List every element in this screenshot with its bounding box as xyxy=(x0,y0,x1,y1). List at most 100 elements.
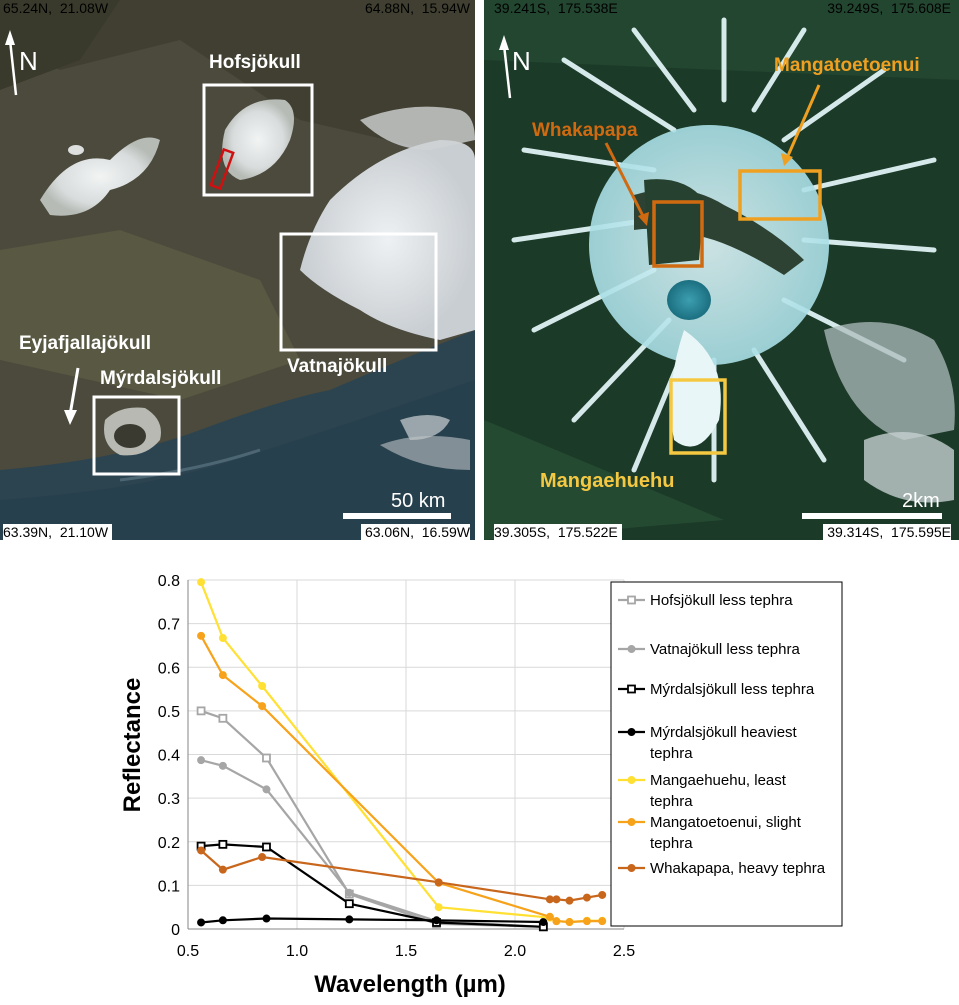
legend-label: Mangatoetoenui, slight tephra xyxy=(650,814,802,852)
legend-label-line: Mangatoetoenui, slight xyxy=(650,814,802,831)
data-point xyxy=(218,865,227,874)
mangaehuehu-box xyxy=(669,378,727,455)
data-point xyxy=(218,916,227,925)
data-point xyxy=(539,918,548,927)
x-tick-label: 1.0 xyxy=(286,943,308,960)
mangatoetoenui-arrow xyxy=(785,84,821,159)
data-point xyxy=(218,761,227,770)
series-line xyxy=(200,709,544,928)
data-point xyxy=(345,888,354,897)
series-line xyxy=(200,917,544,924)
eyjafjallajokull-label: Eyjafjallajökull xyxy=(19,333,151,354)
data-point xyxy=(258,853,267,862)
legend-label-line: tephra xyxy=(650,835,693,852)
chart-series xyxy=(196,578,607,932)
data-point xyxy=(552,917,561,926)
legend-swatch-marker xyxy=(627,776,636,784)
iceland-map-image xyxy=(0,0,475,540)
legend-swatch-marker xyxy=(627,595,636,605)
iceland-satellite-map: 65.24N, 21.08W 64.88N, 15.94W 63.39N, 21… xyxy=(0,0,475,540)
scale-bar-right xyxy=(802,513,942,519)
data-point xyxy=(344,899,354,909)
data-point xyxy=(552,895,561,904)
series-0 xyxy=(196,706,548,932)
legend-swatch-marker xyxy=(627,728,636,736)
eyjafjallajokull-arrow xyxy=(68,367,80,416)
series-line xyxy=(200,635,603,924)
north-label-left: N xyxy=(19,46,38,76)
ruapehu-map-image xyxy=(484,0,959,540)
data-point xyxy=(598,890,607,899)
vatnajokull-box xyxy=(279,232,438,352)
x-tick-label: 0.5 xyxy=(177,943,199,960)
data-point xyxy=(262,753,271,763)
legend-label-line: tephra xyxy=(650,793,693,810)
y-tick-label: 0.1 xyxy=(158,878,180,895)
x-tick-label: 1.5 xyxy=(395,943,417,960)
whakapapa-label: Whakapapa xyxy=(532,120,638,141)
legend-label-line: Vatnajökull less tephra xyxy=(650,641,800,658)
scale-bar-left xyxy=(343,513,451,519)
data-point xyxy=(345,915,354,924)
hofsjokull-box xyxy=(202,83,314,197)
y-tick-label: 0.5 xyxy=(158,704,180,721)
data-point xyxy=(262,914,271,923)
legend-label-line: Mangaehuehu, least xyxy=(650,772,787,789)
data-point xyxy=(262,842,271,852)
north-arrow-left xyxy=(8,39,18,96)
legend-label-line: Whakapapa, heavy tephra xyxy=(650,860,826,877)
data-point xyxy=(434,878,443,887)
legend-label: Whakapapa, heavy tephra xyxy=(650,860,826,877)
mangaehuehu-label: Mangaehuehu xyxy=(540,470,675,492)
legend-swatch-marker xyxy=(627,818,636,826)
y-tick-label: 0.2 xyxy=(158,835,180,852)
corner-bottom-left: 39.305S, 175.522E xyxy=(494,524,622,540)
data-point xyxy=(218,634,227,643)
corner-top-right: 64.88N, 15.94W xyxy=(364,0,470,16)
series-5 xyxy=(197,631,607,927)
scale-label-right: 2km xyxy=(902,490,940,512)
y-axis-title: Reflectance xyxy=(119,678,146,813)
data-point xyxy=(545,895,554,904)
legend-label: Mýrdalsjökull less tephra xyxy=(650,681,815,698)
vatnajokull-label: Vatnajökull xyxy=(287,356,388,377)
corner-bottom-right: 63.06N, 16.59W xyxy=(360,524,470,540)
reflectance-chart-svg: 0 0.1 0.2 0.3 0.4 0.5 0.6 0.7 0.8 0.5 1.0 1.5 2.0 2.5… xyxy=(119,573,843,998)
data-point xyxy=(218,671,227,680)
legend-swatch-marker xyxy=(627,684,636,694)
legend-label: Mangaehuehu, least tephra xyxy=(650,772,787,810)
data-point xyxy=(582,917,591,926)
data-point xyxy=(258,682,267,691)
data-point xyxy=(434,903,443,912)
mangatoetoenui-label: Mangatoetoenui xyxy=(774,55,920,76)
y-tick-label: 0.3 xyxy=(158,791,180,808)
y-tick-label: 0.8 xyxy=(158,573,180,590)
x-axis-title: Wavelength (µm) xyxy=(314,971,506,998)
x-tick-label: 2.0 xyxy=(504,943,526,960)
hofsjokull-label: Hofsjökull xyxy=(209,52,301,73)
legend-swatch-marker xyxy=(627,645,636,653)
data-point xyxy=(598,917,607,926)
legend-label-line: Mýrdalsjökull heaviest xyxy=(650,724,798,741)
y-tick-label: 0.7 xyxy=(158,617,180,634)
data-point xyxy=(218,713,228,723)
corner-bottom-left: 63.39N, 21.10W xyxy=(3,524,113,540)
y-tick-label: 0.6 xyxy=(158,660,180,677)
data-point xyxy=(258,702,267,711)
corner-top-right: 39.249S, 175.608E xyxy=(827,0,951,16)
data-point xyxy=(218,839,228,849)
corner-top-left: 65.24N, 21.08W xyxy=(3,0,109,16)
scale-label-left: 50 km xyxy=(391,490,446,512)
corner-top-left: 39.241S, 175.538E xyxy=(494,0,618,16)
data-point xyxy=(582,893,591,902)
data-point xyxy=(197,631,206,640)
chart-axes: 0 0.1 0.2 0.3 0.4 0.5 0.6 0.7 0.8 0.5 1.0 1.5 2.0 2.5 xyxy=(158,573,635,960)
data-point xyxy=(565,896,574,905)
legend-label: Vatnajökull less tephra xyxy=(650,641,800,658)
series-6 xyxy=(197,846,607,905)
data-point xyxy=(197,756,206,765)
data-point xyxy=(197,846,206,855)
legend-swatch-marker xyxy=(627,864,636,872)
hofsjokull-red-box xyxy=(209,147,235,191)
legend-label-line: tephra xyxy=(650,745,693,762)
